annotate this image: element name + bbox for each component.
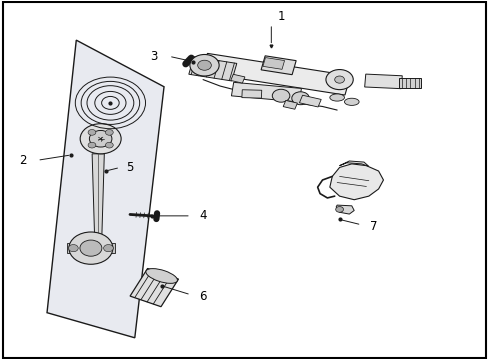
Polygon shape (47, 40, 163, 338)
Circle shape (103, 244, 113, 252)
Circle shape (335, 207, 343, 212)
Polygon shape (278, 95, 303, 100)
Text: 3: 3 (150, 50, 158, 63)
Circle shape (105, 130, 113, 135)
Circle shape (272, 89, 289, 102)
Polygon shape (67, 243, 79, 253)
Polygon shape (299, 95, 321, 107)
Polygon shape (202, 53, 350, 95)
Polygon shape (283, 100, 297, 109)
Ellipse shape (344, 98, 358, 105)
Polygon shape (92, 154, 104, 235)
Circle shape (189, 54, 219, 76)
Polygon shape (242, 90, 261, 98)
Polygon shape (130, 269, 178, 307)
Circle shape (80, 124, 121, 154)
Text: 1: 1 (277, 10, 284, 23)
Polygon shape (364, 74, 402, 89)
Polygon shape (261, 56, 296, 75)
Circle shape (105, 142, 113, 148)
Polygon shape (263, 58, 284, 69)
Circle shape (88, 142, 96, 148)
Circle shape (80, 240, 102, 256)
Text: 4: 4 (199, 210, 206, 222)
Polygon shape (231, 82, 301, 102)
Polygon shape (335, 205, 353, 214)
Circle shape (325, 69, 352, 90)
Ellipse shape (329, 94, 344, 101)
Circle shape (291, 92, 309, 105)
Ellipse shape (145, 269, 177, 283)
Circle shape (89, 130, 112, 147)
Circle shape (68, 244, 78, 252)
Text: 7: 7 (369, 220, 377, 233)
Polygon shape (230, 74, 244, 83)
Polygon shape (339, 161, 368, 166)
Circle shape (334, 76, 344, 83)
Polygon shape (399, 78, 420, 88)
Polygon shape (188, 57, 236, 81)
Text: 6: 6 (199, 290, 206, 303)
Text: 5: 5 (126, 161, 133, 174)
Text: 2: 2 (19, 154, 26, 167)
Circle shape (69, 232, 113, 264)
Circle shape (197, 60, 211, 70)
Polygon shape (329, 164, 383, 200)
Circle shape (88, 130, 96, 135)
Polygon shape (103, 243, 115, 253)
